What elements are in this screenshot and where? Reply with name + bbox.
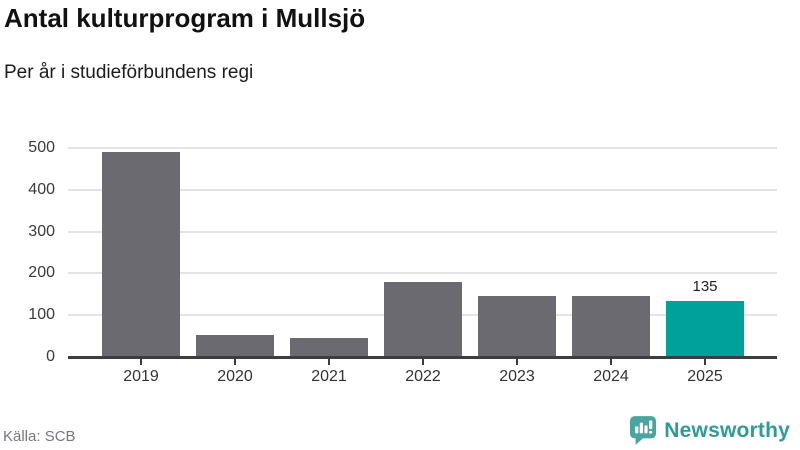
grid-line xyxy=(68,188,777,191)
bar xyxy=(478,296,556,357)
x-tick-label: 2022 xyxy=(405,368,441,385)
newsworthy-wordmark: Newsworthy xyxy=(664,419,790,442)
newsworthy-logo: Newsworthy xyxy=(630,416,790,446)
x-tick-label: 2025 xyxy=(687,368,723,385)
bar xyxy=(196,335,274,357)
bar-value-label: 135 xyxy=(692,277,718,295)
grid-line xyxy=(68,230,777,233)
grid-line xyxy=(68,272,777,275)
x-tick-mark xyxy=(422,358,424,365)
bar-chart: 0 100 200 300 400 500 135 2019 2020 2021 2022 2023 2… xyxy=(0,130,800,400)
x-tick-mark xyxy=(234,358,236,365)
bar xyxy=(572,296,650,357)
x-tick-label: 2020 xyxy=(217,368,253,385)
x-tick-label: 2024 xyxy=(593,368,629,385)
x-tick-mark xyxy=(328,358,330,365)
bar-highlighted xyxy=(666,300,744,357)
bar xyxy=(290,338,368,357)
x-axis-line xyxy=(68,355,777,359)
x-tick-label: 2021 xyxy=(311,368,347,385)
y-tick-label: 400 xyxy=(28,180,55,198)
bar xyxy=(102,152,180,357)
grid-line xyxy=(68,147,777,149)
x-tick-mark xyxy=(516,358,518,365)
x-tick-mark xyxy=(140,358,142,365)
y-tick-label: 100 xyxy=(28,306,55,324)
x-tick-label: 2019 xyxy=(123,368,159,385)
x-tick-label: 2023 xyxy=(499,368,535,385)
chart-subtitle: Per år i studieförbundens regi xyxy=(4,62,254,83)
y-tick-label: 0 xyxy=(46,348,55,365)
newsworthy-bubble-chart-icon xyxy=(630,416,657,445)
x-tick-mark xyxy=(704,358,706,365)
bar xyxy=(384,281,462,357)
x-tick-mark xyxy=(610,358,612,365)
y-tick-label: 300 xyxy=(28,222,55,240)
y-tick-label: 500 xyxy=(28,139,55,156)
source-note: Källa: SCB xyxy=(3,428,76,445)
chart-title: Antal kulturprogram i Mullsjö xyxy=(4,3,366,33)
y-tick-label: 200 xyxy=(28,264,55,282)
